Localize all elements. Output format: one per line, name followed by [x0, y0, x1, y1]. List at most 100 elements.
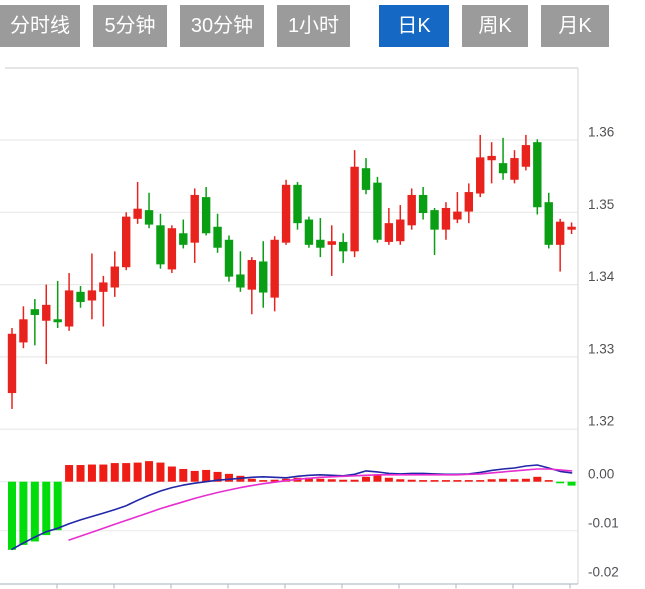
macd-histogram-bar [487, 479, 496, 482]
candle-body [567, 226, 576, 230]
price-axis-label: 1.35 [588, 197, 614, 212]
macd-histogram-bar [304, 477, 313, 482]
timeframe-tabbar: 分时线 5分钟 30分钟 1小时 日K 周K 月K [0, 5, 609, 47]
candle-body [327, 241, 336, 245]
macd-histogram-bar [224, 473, 233, 482]
macd-histogram-bar [453, 480, 462, 482]
macd-histogram-bar [156, 462, 165, 482]
tab-weekly-k[interactable]: 周K [462, 5, 528, 47]
macd-histogram-bar [167, 466, 176, 482]
candle-body [293, 184, 302, 224]
candle-body [224, 239, 234, 277]
macd-histogram-bar [53, 481, 62, 531]
candle-body [316, 239, 325, 248]
macd-histogram-bar [8, 481, 16, 550]
macd-histogram-bar [407, 479, 416, 482]
candle-body [373, 182, 382, 240]
candle-body [19, 319, 28, 343]
candle-body [30, 309, 40, 315]
macd-histogram-bar [42, 481, 51, 536]
macd-histogram-bar [441, 480, 450, 482]
candle-body [384, 223, 394, 242]
macd-histogram-bar [544, 480, 553, 482]
macd-histogram-bar [327, 479, 336, 482]
candle-body [418, 194, 428, 214]
macd-histogram-bar [396, 479, 405, 482]
candle-body [133, 208, 142, 219]
candle-body [407, 194, 416, 226]
macd-histogram-bar [556, 481, 565, 484]
candle-body [441, 207, 451, 230]
candle-body [487, 155, 496, 161]
tab-1hour[interactable]: 1小时 [277, 5, 350, 47]
candle-body [304, 219, 314, 245]
macd-histogram-bar [190, 470, 199, 482]
candle-body [533, 142, 542, 208]
candle-body [99, 282, 108, 292]
price-axis-label: 1.36 [588, 125, 614, 140]
macd-histogram-bar [419, 480, 428, 482]
candle-body [259, 261, 268, 293]
macd-axis-label: 0.00 [588, 467, 614, 482]
macd-histogram-bar [99, 464, 108, 482]
macd-histogram-bar [510, 479, 519, 482]
macd-histogram-bar [476, 480, 485, 482]
macd-histogram-bar [247, 478, 256, 482]
macd-histogram-bar [19, 481, 28, 545]
candle-body [42, 304, 51, 321]
macd-histogram-bar [202, 469, 211, 482]
tab-minute-line[interactable]: 分时线 [0, 5, 80, 47]
macd-histogram-bar [213, 471, 222, 482]
candle-body [521, 145, 531, 167]
macd-histogram-bar [521, 478, 530, 482]
candle-body [190, 194, 199, 243]
macd-histogram-bar [384, 477, 393, 482]
candle-body [396, 219, 405, 242]
candle-body [430, 210, 439, 230]
candle-body [76, 291, 85, 302]
macd-histogram-bar [430, 480, 439, 482]
candle-body [201, 197, 211, 234]
macd-dif-line [11, 464, 573, 551]
candle-body [110, 266, 119, 288]
candle-body [498, 163, 508, 174]
candle-body [87, 290, 97, 301]
macd-histogram-bar [30, 481, 39, 542]
macd-histogram-bar [259, 480, 268, 482]
macd-axis-label: -0.01 [588, 516, 619, 531]
macd-histogram-bar [350, 479, 359, 482]
macd-histogram-bar [122, 463, 131, 482]
macd-histogram-bar [362, 476, 371, 482]
macd-histogram-bar [533, 476, 542, 482]
macd-histogram-bar [464, 480, 473, 482]
candle-body [167, 228, 177, 270]
candle-body [350, 166, 359, 252]
candle-body [213, 226, 222, 248]
candle-body [453, 211, 462, 220]
macd-histogram-bar [133, 462, 142, 482]
macd-histogram-bar [316, 478, 325, 482]
macd-histogram-bar [339, 479, 348, 482]
candle-body [281, 184, 291, 243]
candle-body [338, 241, 348, 252]
candle-body [270, 239, 279, 298]
price-axis-label: 1.32 [588, 414, 614, 429]
tab-30min[interactable]: 30分钟 [180, 5, 264, 47]
macd-histogram-bar [567, 481, 576, 486]
macd-histogram-bar [179, 468, 188, 482]
candle-body [464, 192, 473, 212]
tab-5min[interactable]: 5分钟 [93, 5, 167, 47]
candle-body [236, 274, 245, 288]
candle-body [7, 333, 17, 394]
tab-daily-k[interactable]: 日K [379, 5, 449, 47]
candle-body [144, 210, 154, 225]
macd-histogram-bar [499, 478, 508, 482]
tab-monthly-k[interactable]: 月K [541, 5, 609, 47]
candle-body [179, 233, 188, 245]
price-axis-label: 1.33 [588, 341, 614, 356]
macd-histogram-bar [76, 465, 85, 482]
macd-histogram-bar [145, 461, 154, 482]
candle-body [247, 260, 257, 290]
